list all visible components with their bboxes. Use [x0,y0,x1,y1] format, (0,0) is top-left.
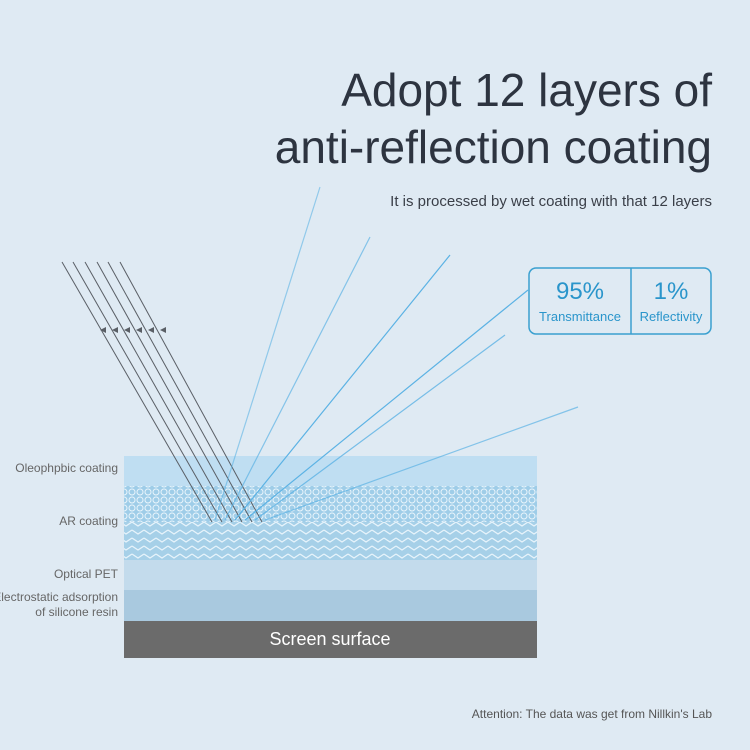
layer [124,590,537,621]
screen-label: Screen surface [269,629,390,649]
stat-label: Transmittance [539,309,621,324]
title-line: anti-reflection coating [275,121,712,173]
layer-label: AR coating [59,514,118,528]
layer-label: Optical PET [54,567,119,581]
layers: Screen surface [124,456,537,658]
layer-labels: Oleophpbic coating AR coating Optical PE… [0,461,119,619]
layer-label: Electrostatic adsorption [0,590,118,604]
stat-label: Reflectivity [640,309,703,324]
layer-label: of silicone resin [35,605,118,619]
stat-value: 95% [556,278,604,305]
arrowheads [100,327,166,333]
stats-box: 95% Transmittance 1% Reflectivity [528,267,712,335]
footer-note: Attention: The data was get from Nillkin… [472,707,713,721]
layer-pattern [124,486,537,522]
layer [124,560,537,590]
layer-pattern [124,522,537,560]
title-line: Adopt 12 layers of [341,64,712,116]
reflected-rays [214,186,579,521]
screen-surface [124,621,537,658]
layer [124,456,537,486]
layer-label: Oleophpbic coating [15,461,118,475]
incoming-rays [61,261,263,523]
stat-value: 1% [654,278,689,305]
subtitle: It is processed by wet coating with that… [390,193,712,210]
